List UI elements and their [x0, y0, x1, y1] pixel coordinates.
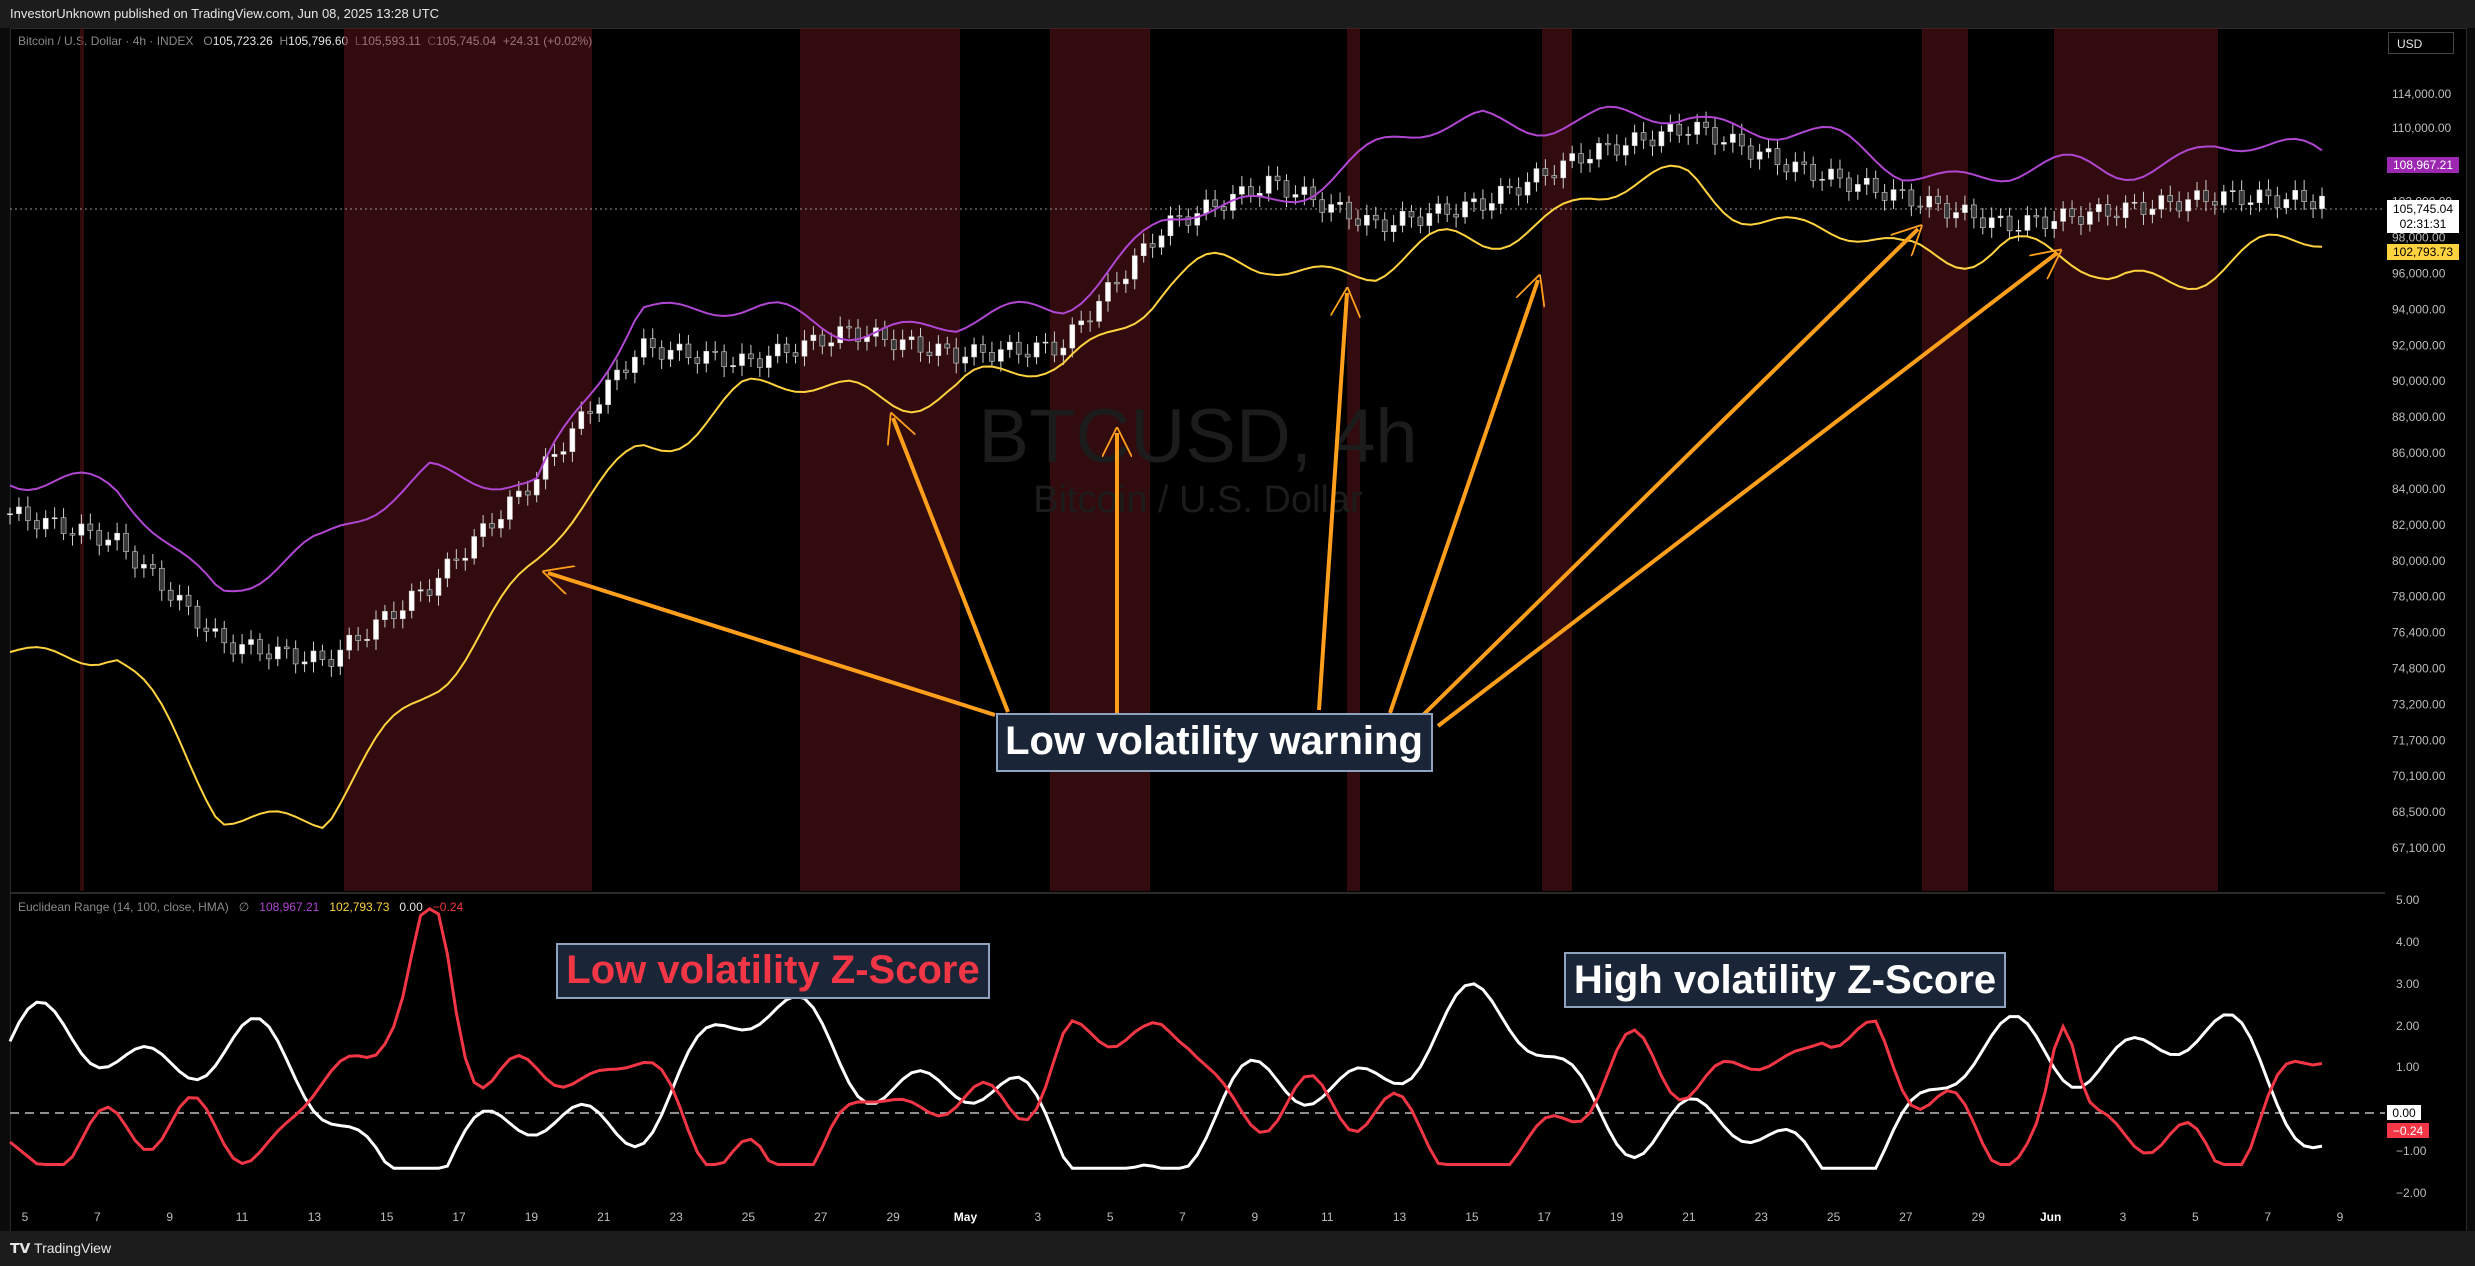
legend-symbol[interactable]: Bitcoin / U.S. Dollar · 4h · INDEX — [18, 34, 194, 48]
footer-brand[interactable]: TradingView — [34, 1240, 112, 1256]
legend-change: +24.31 (+0.02%) — [502, 34, 593, 48]
eye-icon[interactable]: ∅ — [238, 900, 250, 914]
currency-button[interactable]: USD — [2388, 32, 2454, 54]
indicator-name[interactable]: Euclidean Range (14, 100, close, HMA) — [18, 900, 229, 914]
footer-bar: 𝗧𝗩 TradingView — [0, 1231, 2475, 1266]
tradingview-logo-icon[interactable]: 𝗧𝗩 — [10, 1240, 31, 1256]
indicator-zero: 0.00 — [399, 900, 423, 914]
legend-low: 105,593.11 — [361, 34, 421, 48]
legend-high: 105,796.60 — [288, 34, 349, 48]
indicator-upper: 108,967.21 — [259, 900, 320, 914]
publisher-bar: InvestorUnknown published on TradingView… — [0, 0, 2475, 28]
chart-frame[interactable] — [10, 28, 2467, 1232]
main-legend: Bitcoin / U.S. Dollar · 4h · INDEX O105,… — [18, 34, 593, 48]
legend-open: 105,723.26 — [212, 34, 273, 48]
indicator-z: −0.24 — [432, 900, 464, 914]
legend-close: 105,745.04 — [436, 34, 497, 48]
indicator-lower: 102,793.73 — [329, 900, 390, 914]
indicator-legend: Euclidean Range (14, 100, close, HMA) ∅ … — [18, 900, 463, 914]
publisher-line: InvestorUnknown published on TradingView… — [10, 6, 440, 21]
